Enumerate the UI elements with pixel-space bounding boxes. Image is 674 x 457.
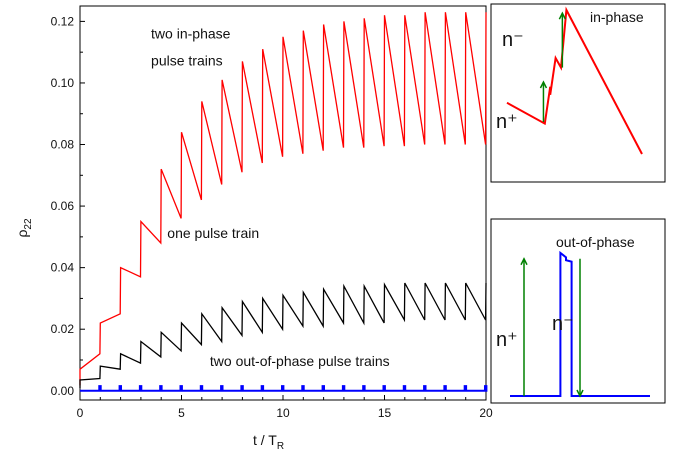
inset-arrowhead: [558, 11, 567, 20]
y-tick-label: 0.12: [51, 14, 75, 28]
series-line: [79, 12, 487, 386]
x-tick-label: 15: [378, 406, 392, 420]
series-line: [79, 282, 487, 388]
x-tick-label: 5: [178, 406, 185, 420]
inset-out-of-phase-plot: [510, 250, 650, 398]
main-axis-ticks: 0 5 10 15 20 0.00 0.02 0.04 0.06 0.08 0.10 0.12: [51, 14, 493, 420]
inset-out-of-phase-label-n-plus: n⁺: [496, 329, 518, 351]
inset-arrowhead: [576, 389, 584, 398]
y-tick-label: 0.06: [51, 199, 75, 213]
y-tick-label: 0.00: [51, 384, 75, 398]
y-tick-label: 0.10: [51, 76, 75, 90]
y-tick-label: 0.02: [51, 322, 75, 336]
x-tick-label: 10: [276, 406, 290, 420]
inset-out-of-phase-title: out-of-phase: [556, 234, 635, 250]
inset-arrowhead: [539, 80, 548, 89]
inset-in-phase-title: in-phase: [590, 9, 644, 25]
main-series-group: [79, 12, 488, 392]
inset-series-line: [506, 6, 643, 155]
x-tick-label: 0: [77, 406, 84, 420]
inset-out-of-phase-frame: [490, 218, 666, 404]
inset-series-line: [510, 250, 650, 397]
inset-in-phase-plot: [506, 6, 643, 155]
x-tick-label: 20: [479, 406, 493, 420]
series-line: [80, 385, 488, 392]
annotation-in-phase-line2: pulse trains: [151, 52, 223, 68]
x-axis-label: t / TR: [253, 432, 284, 452]
inset-in-phase-label-n-minus: n⁻: [502, 29, 524, 51]
x-axis-label-subscript: R: [277, 441, 284, 452]
annotation-out-of-phase: two out-of-phase pulse trains: [210, 353, 390, 369]
y-tick-label: 0.08: [51, 138, 75, 152]
annotation-in-phase-line1: two in-phase: [151, 25, 231, 41]
y-axis-label-subscript: 22: [23, 218, 34, 230]
annotation-one-pulse-train: one pulse train: [167, 225, 259, 241]
inset-arrowhead: [520, 257, 528, 266]
y-tick-label: 0.04: [51, 261, 75, 275]
inset-in-phase-label-n-plus: n⁺: [496, 111, 518, 133]
inset-out-of-phase-label-n-minus: n⁻: [552, 313, 574, 335]
y-axis-label: ρ22: [14, 218, 34, 238]
